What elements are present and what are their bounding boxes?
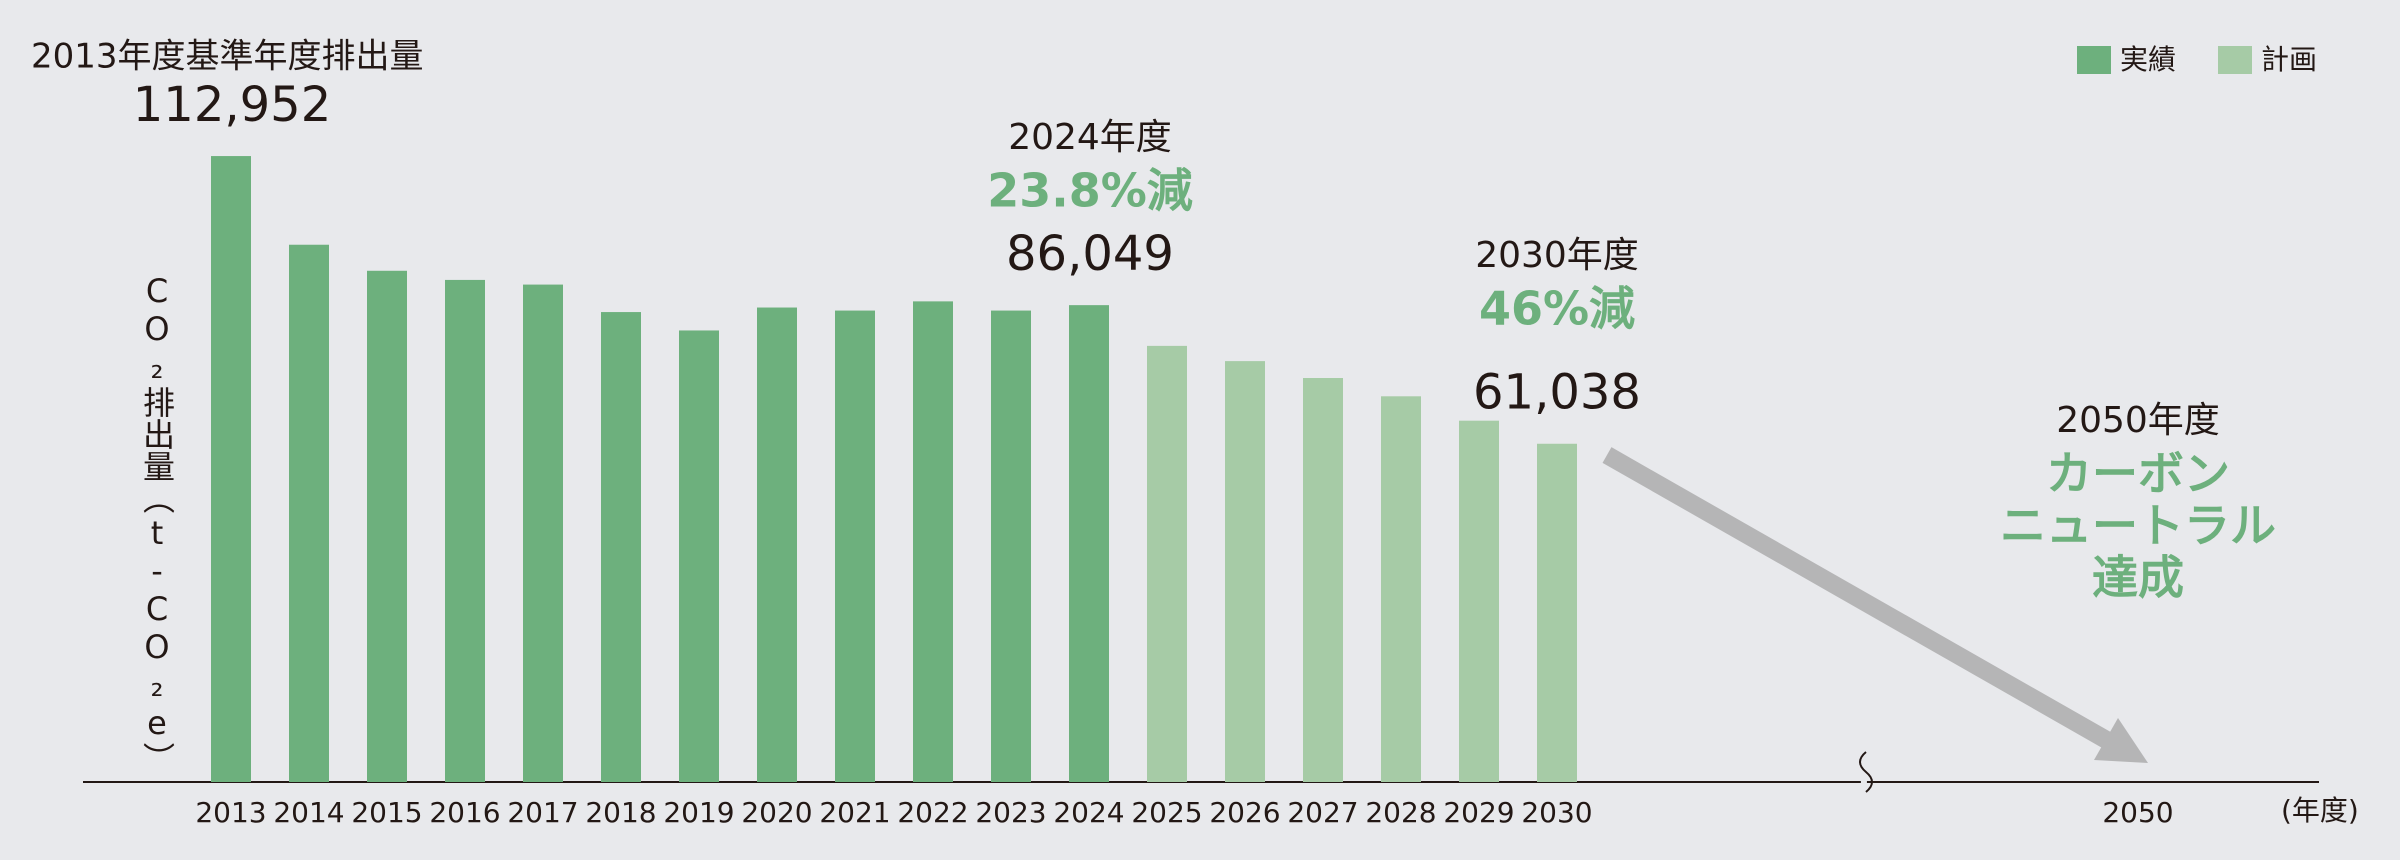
legend-swatch xyxy=(2218,46,2252,74)
x-tick-label: 2022 xyxy=(897,796,968,829)
x-axis-unit: (年度) xyxy=(2281,794,2359,827)
x-tick-label: 2026 xyxy=(1209,796,1280,829)
legend-label: 計画 xyxy=(2261,43,2317,76)
bar xyxy=(445,279,485,782)
x-tick-label: 2013 xyxy=(195,796,266,829)
annotation-highlight: 46%減 xyxy=(1479,282,1635,336)
bar xyxy=(757,307,797,782)
annotation-highlight: ニュートラル xyxy=(2000,499,2276,553)
value-label: 86,049 xyxy=(1006,226,1174,282)
annotation-year: 2050年度 xyxy=(2056,400,2220,441)
x-tick-label: 2030 xyxy=(1521,796,1592,829)
bar xyxy=(835,310,875,782)
annotation-year: 2024年度 xyxy=(1008,117,1172,158)
x-tick-label: 2025 xyxy=(1131,796,1202,829)
x-tick-label: 2029 xyxy=(1443,796,1514,829)
x-tick-label: 2020 xyxy=(741,796,812,829)
axis-break-gap xyxy=(1849,749,1867,795)
x-tick-label: 2019 xyxy=(663,796,734,829)
bar xyxy=(991,310,1031,782)
bar xyxy=(367,270,407,782)
bar xyxy=(523,284,563,782)
y-axis-label: CO₂排出量（t-CO₂e） xyxy=(138,272,176,774)
x-tick-label: 2018 xyxy=(585,796,656,829)
bar xyxy=(1537,443,1577,782)
x-tick-label: 2021 xyxy=(819,796,890,829)
axis-break xyxy=(1859,751,1873,793)
x-tick-label: 2050 xyxy=(2102,796,2173,829)
bar xyxy=(1381,396,1421,782)
bar xyxy=(1303,378,1343,782)
x-tick-label: 2017 xyxy=(507,796,578,829)
x-tick-label: 2023 xyxy=(975,796,1046,829)
annotation-highlight: 23.8%減 xyxy=(987,164,1193,218)
bar xyxy=(1459,420,1499,782)
x-tick-label: 2027 xyxy=(1287,796,1358,829)
x-tick-label: 2014 xyxy=(273,796,344,829)
value-label: 112,952 xyxy=(133,77,332,133)
annotation-highlight: カーボン xyxy=(2046,447,2230,501)
x-tick-label: 2024 xyxy=(1053,796,1124,829)
legend-label: 実績 xyxy=(2120,43,2176,76)
x-tick-label: 2016 xyxy=(429,796,500,829)
bar xyxy=(913,301,953,782)
x-tick-label: 2028 xyxy=(1365,796,1436,829)
trend-arrow xyxy=(1602,447,2115,750)
bar xyxy=(679,330,719,782)
bar xyxy=(1069,305,1109,782)
bar xyxy=(211,156,251,782)
chart-title: 2013年度基準年度排出量 xyxy=(31,37,424,77)
annotation-highlight: 達成 xyxy=(2092,551,2184,605)
bar xyxy=(601,312,641,782)
bar xyxy=(1225,361,1265,782)
legend-swatch xyxy=(2077,46,2111,74)
trend-arrowhead xyxy=(2094,718,2148,763)
bar xyxy=(289,244,329,782)
x-tick-label: 2015 xyxy=(351,796,422,829)
bar xyxy=(1147,345,1187,782)
annotation-year: 2030年度 xyxy=(1475,235,1639,276)
value-label: 61,038 xyxy=(1473,365,1641,421)
